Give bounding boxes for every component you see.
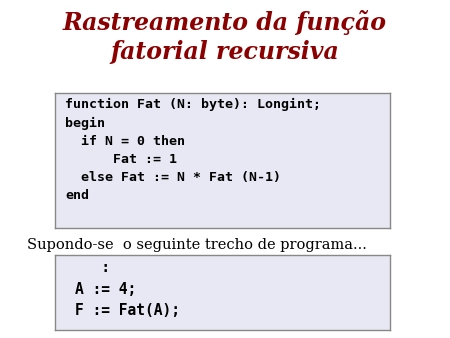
Text: Supondo-se  o seguinte trecho de programa...: Supondo-se o seguinte trecho de programa… — [27, 238, 367, 252]
Text: :
A := 4;
F := Fat(A);: : A := 4; F := Fat(A); — [75, 260, 180, 318]
Text: Rastreamento da função
fatorial recursiva: Rastreamento da função fatorial recursiv… — [63, 10, 387, 64]
Text: function Fat (N: byte): Longint;
begin
  if N = 0 then
      Fat := 1
  else Fat: function Fat (N: byte): Longint; begin i… — [65, 98, 321, 201]
